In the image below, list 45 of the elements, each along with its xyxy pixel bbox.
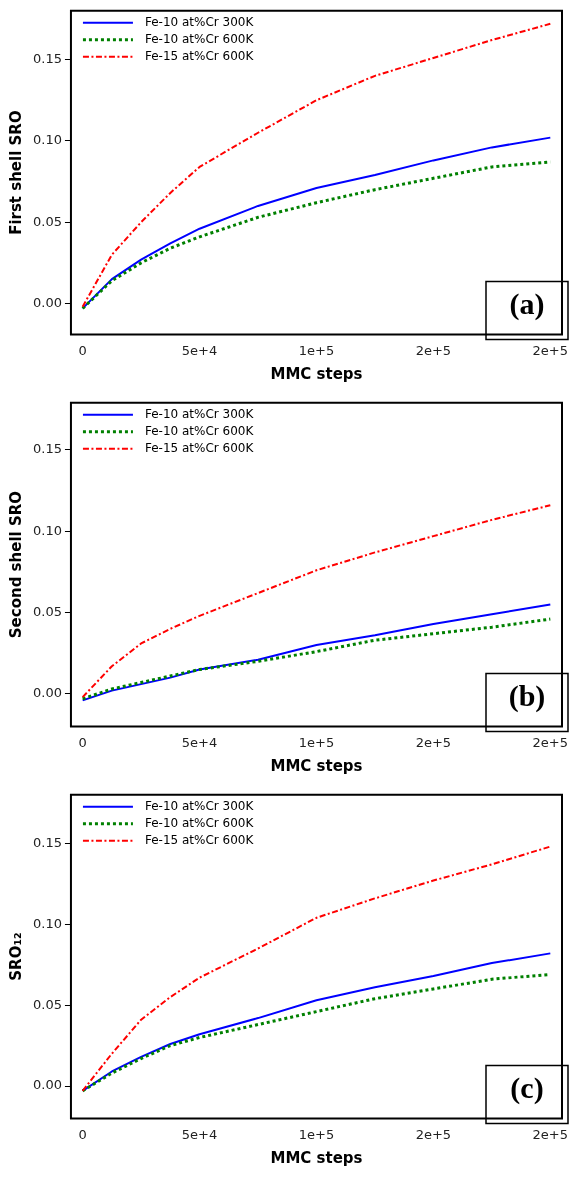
x-tick-label: 1e+5 [298,734,335,750]
x-tick-label: 5e+4 [181,342,218,358]
annotation: (b) [508,679,546,714]
legend-label: Fe-15 at%Cr 600K [144,48,255,63]
legend-label: Fe-10 at%Cr 600K [144,31,255,46]
x-axis-title: MMC steps [270,1148,363,1167]
y-tick-label: 0.10 [32,132,62,148]
x-tick-label: 2e+5 [532,1126,569,1142]
x-tick-label: 2e+5 [415,734,452,750]
legend-label: Fe-10 at%Cr 300K [144,798,255,813]
y-tick-label: 0.15 [32,441,62,457]
y-axis-title: SRO₁₂ [6,932,25,981]
y-axis-title: Second shell SRO [6,491,25,639]
y-tick-label: 0.15 [32,834,62,850]
x-tick-label: 0 [78,734,87,750]
annotation: (c) [510,1071,544,1106]
x-tick-label: 2e+5 [415,1126,452,1142]
legend-label: Fe-10 at%Cr 300K [144,406,255,421]
x-tick-label: 2e+5 [532,342,569,358]
x-axis-title: MMC steps [270,364,363,383]
x-tick-label: 0 [78,1126,87,1142]
x-axis-title: MMC steps [270,756,363,775]
y-tick-label: 0.15 [32,50,62,66]
legend-label: Fe-10 at%Cr 300K [144,14,255,29]
x-tick-label: 5e+4 [181,734,218,750]
y-tick-label: 0.05 [32,996,62,1012]
legend-label: Fe-15 at%Cr 600K [144,832,255,847]
y-tick-label: 0.10 [32,915,62,931]
y-tick-label: 0.00 [32,685,62,701]
y-tick-label: 0.05 [32,603,62,619]
x-tick-label: 2e+5 [532,734,569,750]
y-tick-label: 0.00 [32,1077,62,1093]
x-tick-label: 5e+4 [181,1126,218,1142]
y-tick-label: 0.10 [32,522,62,538]
x-tick-label: 0 [78,342,87,358]
x-tick-label: 1e+5 [298,342,335,358]
legend-label: Fe-10 at%Cr 600K [144,815,255,830]
annotation: (a) [509,287,545,322]
y-tick-label: 0.00 [32,294,62,310]
y-tick-label: 0.05 [32,213,62,229]
legend-label: Fe-10 at%Cr 600K [144,423,255,438]
x-tick-label: 2e+5 [415,342,452,358]
y-axis-title: First shell SRO [6,110,25,235]
legend-label: Fe-15 at%Cr 600K [144,440,255,455]
x-tick-label: 1e+5 [298,1126,335,1142]
